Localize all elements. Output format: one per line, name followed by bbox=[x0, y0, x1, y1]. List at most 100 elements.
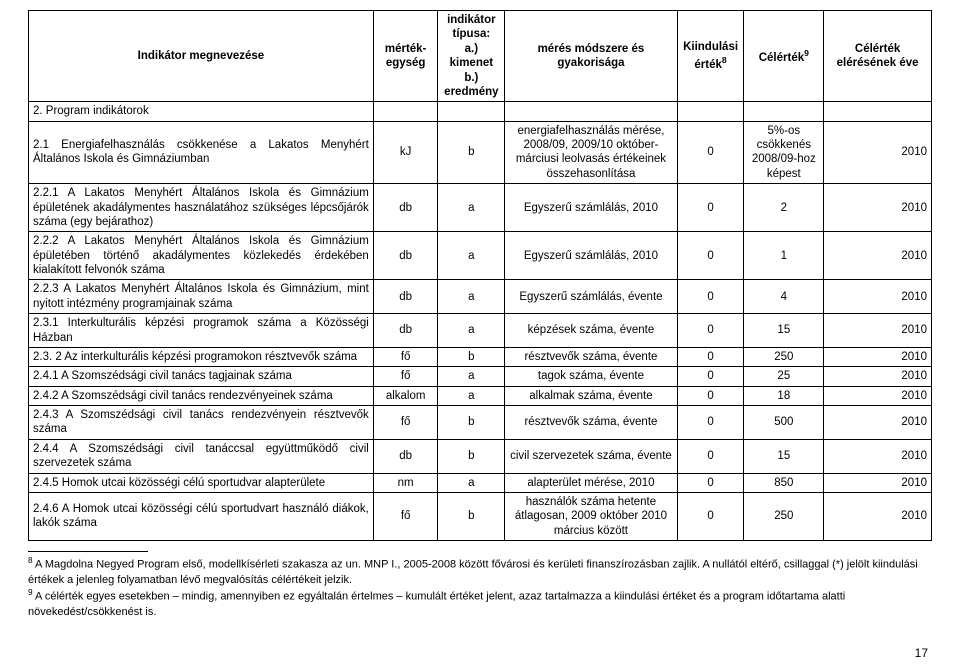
cell-year: 2010 bbox=[824, 492, 932, 540]
cell-target: 500 bbox=[744, 406, 824, 440]
cell-target: 250 bbox=[744, 492, 824, 540]
table-row: 2.3.1 Interkulturális képzési programok … bbox=[29, 314, 932, 348]
cell-base: 0 bbox=[677, 473, 744, 492]
cell-name: 2.1 Energiafelhasználás csökkenése a Lak… bbox=[29, 121, 374, 184]
cell-unit: nm bbox=[373, 473, 438, 492]
cell-target: 15 bbox=[744, 439, 824, 473]
cell-name: 2.3.1 Interkulturális képzési programok … bbox=[29, 314, 374, 348]
cell-name: 2.4.4 A Szomszédsági civil tanáccsal egy… bbox=[29, 439, 374, 473]
footnote-9: 9 A célérték egyes esetekben – mindig, a… bbox=[28, 587, 932, 619]
cell-year: 2010 bbox=[824, 184, 932, 232]
cell-type: b bbox=[438, 439, 505, 473]
cell-method: résztvevők száma, évente bbox=[505, 347, 677, 366]
cell-unit: kJ bbox=[373, 121, 438, 184]
cell-year: 2010 bbox=[824, 232, 932, 280]
col-base: Kiindulási érték8 bbox=[677, 11, 744, 102]
cell-target: 15 bbox=[744, 314, 824, 348]
cell-base: 0 bbox=[677, 386, 744, 405]
cell-unit: fő bbox=[373, 367, 438, 386]
page-number: 17 bbox=[915, 646, 928, 660]
indicator-table: Indikátor megnevezése mérték-egység indi… bbox=[28, 10, 932, 541]
table-row: 2.2.2 A Lakatos Menyhért Általános Iskol… bbox=[29, 232, 932, 280]
table-row: 2.2.1 A Lakatos Menyhért Általános Iskol… bbox=[29, 184, 932, 232]
cell-target: 2 bbox=[744, 184, 824, 232]
cell-name: 2.2.3 A Lakatos Menyhért Általános Iskol… bbox=[29, 280, 374, 314]
cell-target: 850 bbox=[744, 473, 824, 492]
cell-base: 0 bbox=[677, 367, 744, 386]
cell-type: b bbox=[438, 492, 505, 540]
cell-year: 2010 bbox=[824, 406, 932, 440]
cell-unit: db bbox=[373, 280, 438, 314]
cell-type: a bbox=[438, 280, 505, 314]
cell-method: tagok száma, évente bbox=[505, 367, 677, 386]
cell-name: 2.4.5 Homok utcai közösségi célú sportud… bbox=[29, 473, 374, 492]
table-row: 2.3. 2 Az interkulturális képzési progra… bbox=[29, 347, 932, 366]
cell-base: 0 bbox=[677, 314, 744, 348]
cell-name: 2.4.6 A Homok utcai közösségi célú sport… bbox=[29, 492, 374, 540]
cell-method: energiafelhasználás mérése, 2008/09, 200… bbox=[505, 121, 677, 184]
cell-base: 0 bbox=[677, 406, 744, 440]
cell-name: 2.2.2 A Lakatos Menyhért Általános Iskol… bbox=[29, 232, 374, 280]
cell-base: 0 bbox=[677, 232, 744, 280]
table-body: 2. Program indikátorok 2.1 Energiafelhas… bbox=[29, 102, 932, 541]
cell-target: 5%-os csökkenés 2008/09-hoz képest bbox=[744, 121, 824, 184]
cell-type: a bbox=[438, 473, 505, 492]
table-row: 2.4.5 Homok utcai közösségi célú sportud… bbox=[29, 473, 932, 492]
cell-type: b bbox=[438, 347, 505, 366]
cell-method: használók száma hetente átlagosan, 2009 … bbox=[505, 492, 677, 540]
cell-unit: alkalom bbox=[373, 386, 438, 405]
cell-year: 2010 bbox=[824, 347, 932, 366]
cell-unit: db bbox=[373, 439, 438, 473]
cell-method: civil szervezetek száma, évente bbox=[505, 439, 677, 473]
table-row: 2.4.3 A Szomszédsági civil tanács rendez… bbox=[29, 406, 932, 440]
cell-unit: fő bbox=[373, 492, 438, 540]
cell-type: a bbox=[438, 184, 505, 232]
cell-method: Egyszerű számlálás, évente bbox=[505, 280, 677, 314]
cell-base: 0 bbox=[677, 439, 744, 473]
cell-target: 4 bbox=[744, 280, 824, 314]
cell-unit: db bbox=[373, 314, 438, 348]
cell-type: b bbox=[438, 121, 505, 184]
section-label: 2. Program indikátorok bbox=[29, 102, 374, 121]
cell-base: 0 bbox=[677, 184, 744, 232]
cell-year: 2010 bbox=[824, 314, 932, 348]
cell-name: 2.4.2 A Szomszédsági civil tanács rendez… bbox=[29, 386, 374, 405]
cell-type: a bbox=[438, 386, 505, 405]
cell-method: résztvevők száma, évente bbox=[505, 406, 677, 440]
cell-target: 25 bbox=[744, 367, 824, 386]
cell-base: 0 bbox=[677, 121, 744, 184]
cell-base: 0 bbox=[677, 280, 744, 314]
table-row: 2.4.1 A Szomszédsági civil tanács tagjai… bbox=[29, 367, 932, 386]
col-year: Célérték elérésének éve bbox=[824, 11, 932, 102]
table-row: 2.2.3 A Lakatos Menyhért Általános Iskol… bbox=[29, 280, 932, 314]
cell-method: alkalmak száma, évente bbox=[505, 386, 677, 405]
cell-type: a bbox=[438, 232, 505, 280]
cell-target: 250 bbox=[744, 347, 824, 366]
cell-target: 18 bbox=[744, 386, 824, 405]
footnote-8: 8 A Magdolna Negyed Program első, modell… bbox=[28, 555, 932, 587]
cell-name: 2.4.1 A Szomszédsági civil tanács tagjai… bbox=[29, 367, 374, 386]
cell-unit: fő bbox=[373, 347, 438, 366]
cell-type: a bbox=[438, 314, 505, 348]
cell-year: 2010 bbox=[824, 367, 932, 386]
cell-method: képzések száma, évente bbox=[505, 314, 677, 348]
table-row: 2.1 Energiafelhasználás csökkenése a Lak… bbox=[29, 121, 932, 184]
col-name: Indikátor megnevezése bbox=[29, 11, 374, 102]
col-unit: mérték-egység bbox=[373, 11, 438, 102]
cell-base: 0 bbox=[677, 492, 744, 540]
table-row: 2.4.4 A Szomszédsági civil tanáccsal egy… bbox=[29, 439, 932, 473]
cell-year: 2010 bbox=[824, 439, 932, 473]
cell-method: Egyszerű számlálás, 2010 bbox=[505, 184, 677, 232]
section-row: 2. Program indikátorok bbox=[29, 102, 932, 121]
col-method: mérés módszere és gyakorisága bbox=[505, 11, 677, 102]
cell-type: b bbox=[438, 406, 505, 440]
cell-year: 2010 bbox=[824, 386, 932, 405]
cell-year: 2010 bbox=[824, 121, 932, 184]
cell-unit: db bbox=[373, 184, 438, 232]
cell-year: 2010 bbox=[824, 280, 932, 314]
cell-method: alapterület mérése, 2010 bbox=[505, 473, 677, 492]
table-row: 2.4.2 A Szomszédsági civil tanács rendez… bbox=[29, 386, 932, 405]
cell-name: 2.2.1 A Lakatos Menyhért Általános Iskol… bbox=[29, 184, 374, 232]
cell-unit: db bbox=[373, 232, 438, 280]
cell-name: 2.3. 2 Az interkulturális képzési progra… bbox=[29, 347, 374, 366]
